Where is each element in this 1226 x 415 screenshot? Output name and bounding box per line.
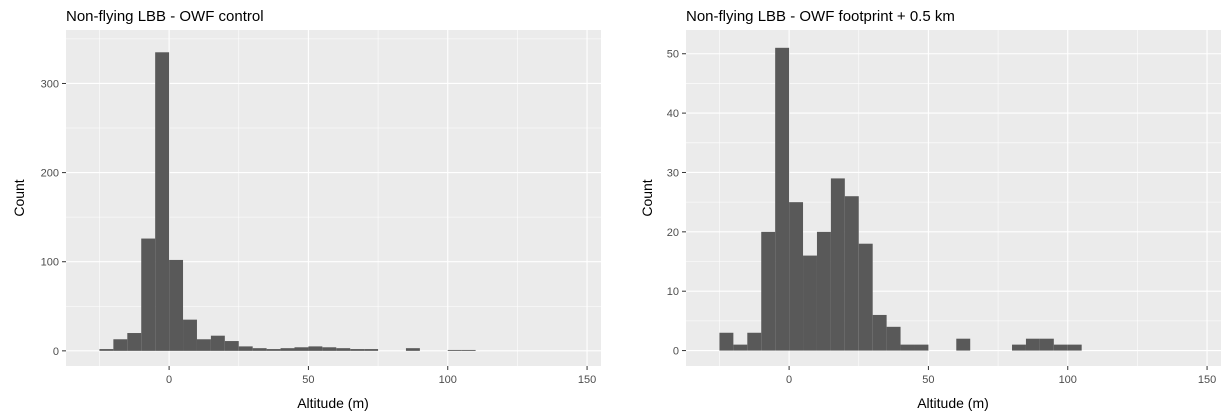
histogram-bar [775,47,790,351]
y-tick-label: 200 [41,168,59,180]
histogram-bars [99,52,476,351]
histogram-bar [294,347,309,351]
x-axis-title: Altitude (m) [917,395,989,411]
histogram-bar [447,349,462,351]
histogram-bar [789,202,804,351]
y-axis-title: Count [11,179,27,216]
histogram-bar [252,348,267,351]
y-tick-label: 100 [41,257,59,269]
histogram-bar [1012,344,1026,351]
y-tick-label: 0 [53,346,59,358]
histogram-bar [844,196,859,351]
histogram-bar [761,231,776,351]
histogram-bar [183,319,197,351]
histogram-bar [322,347,337,351]
x-tick-label: 100 [439,374,457,386]
y-axis-ticks: 0 100 200 300 [41,78,66,358]
histogram-bar [1039,338,1054,351]
x-tick-label: 150 [1198,374,1216,386]
histogram-bar [858,243,873,351]
y-tick-label: 20 [667,227,679,239]
x-tick-label: 150 [578,374,596,386]
histogram-bar [1053,344,1068,351]
histogram-bar [169,259,184,351]
x-axis-title: Altitude (m) [297,395,369,411]
histogram-bar [461,349,476,351]
histogram-bar [914,344,929,351]
histogram-bar [719,332,734,351]
histogram-bar [266,349,281,351]
histogram-bar [196,339,211,351]
histogram-bar [900,344,915,351]
y-tick-label: 40 [667,108,679,120]
y-axis-title: Count [639,179,655,216]
x-axis-ticks: 0 50 100 150 [786,366,1216,386]
minor-gridlines [66,30,601,366]
histogram-bar [816,231,831,351]
histogram-bar [224,341,239,351]
chart-title: Non-flying LBB - OWF footprint + 0.5 km [686,8,955,25]
histogram-bar [99,349,114,351]
y-tick-label: 0 [673,346,679,358]
histogram-bar [733,344,748,351]
histogram-bars [719,47,1082,351]
histogram-bar [830,178,845,351]
histogram-bar [405,348,420,351]
histogram-bar [336,348,351,351]
histogram-bar [872,314,887,351]
histogram-bar [1025,338,1040,351]
x-tick-label: 0 [166,374,172,386]
y-tick-label: 300 [41,78,59,90]
histogram-bar [113,339,128,351]
histogram-bar [280,348,295,351]
histogram-bar [747,332,762,351]
histogram-bar [364,349,379,351]
histogram-chart-owf-footprint: Non-flying LBB - OWF footprint + 0.5 km … [639,8,1221,411]
histogram-bar [1067,344,1082,351]
histogram-bar [803,255,817,351]
histogram-bar [308,346,323,351]
x-axis-ticks: 0 50 100 150 [166,366,596,386]
x-tick-label: 100 [1059,374,1077,386]
y-tick-label: 10 [667,286,679,298]
y-tick-label: 30 [667,167,679,179]
chart-title: Non-flying LBB - OWF control [66,8,264,25]
histogram-bar [886,326,901,351]
x-tick-label: 0 [786,374,792,386]
y-tick-label: 50 [667,49,679,61]
histogram-bar [210,335,225,351]
histogram-bar [155,52,170,351]
histogram-chart-owf-control: Non-flying LBB - OWF control 0 50 100 150 0… [11,8,601,411]
histogram-bar [956,338,971,351]
histogram-bar [238,346,253,351]
histogram-bar [127,333,142,351]
histogram-bar [141,238,156,351]
y-axis-ticks: 0 10 20 30 40 50 [667,49,686,358]
x-tick-label: 50 [302,374,314,386]
x-tick-label: 50 [922,374,934,386]
histogram-bar [350,349,365,351]
